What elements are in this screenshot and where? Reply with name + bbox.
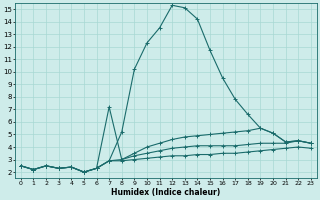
X-axis label: Humidex (Indice chaleur): Humidex (Indice chaleur)	[111, 188, 220, 197]
